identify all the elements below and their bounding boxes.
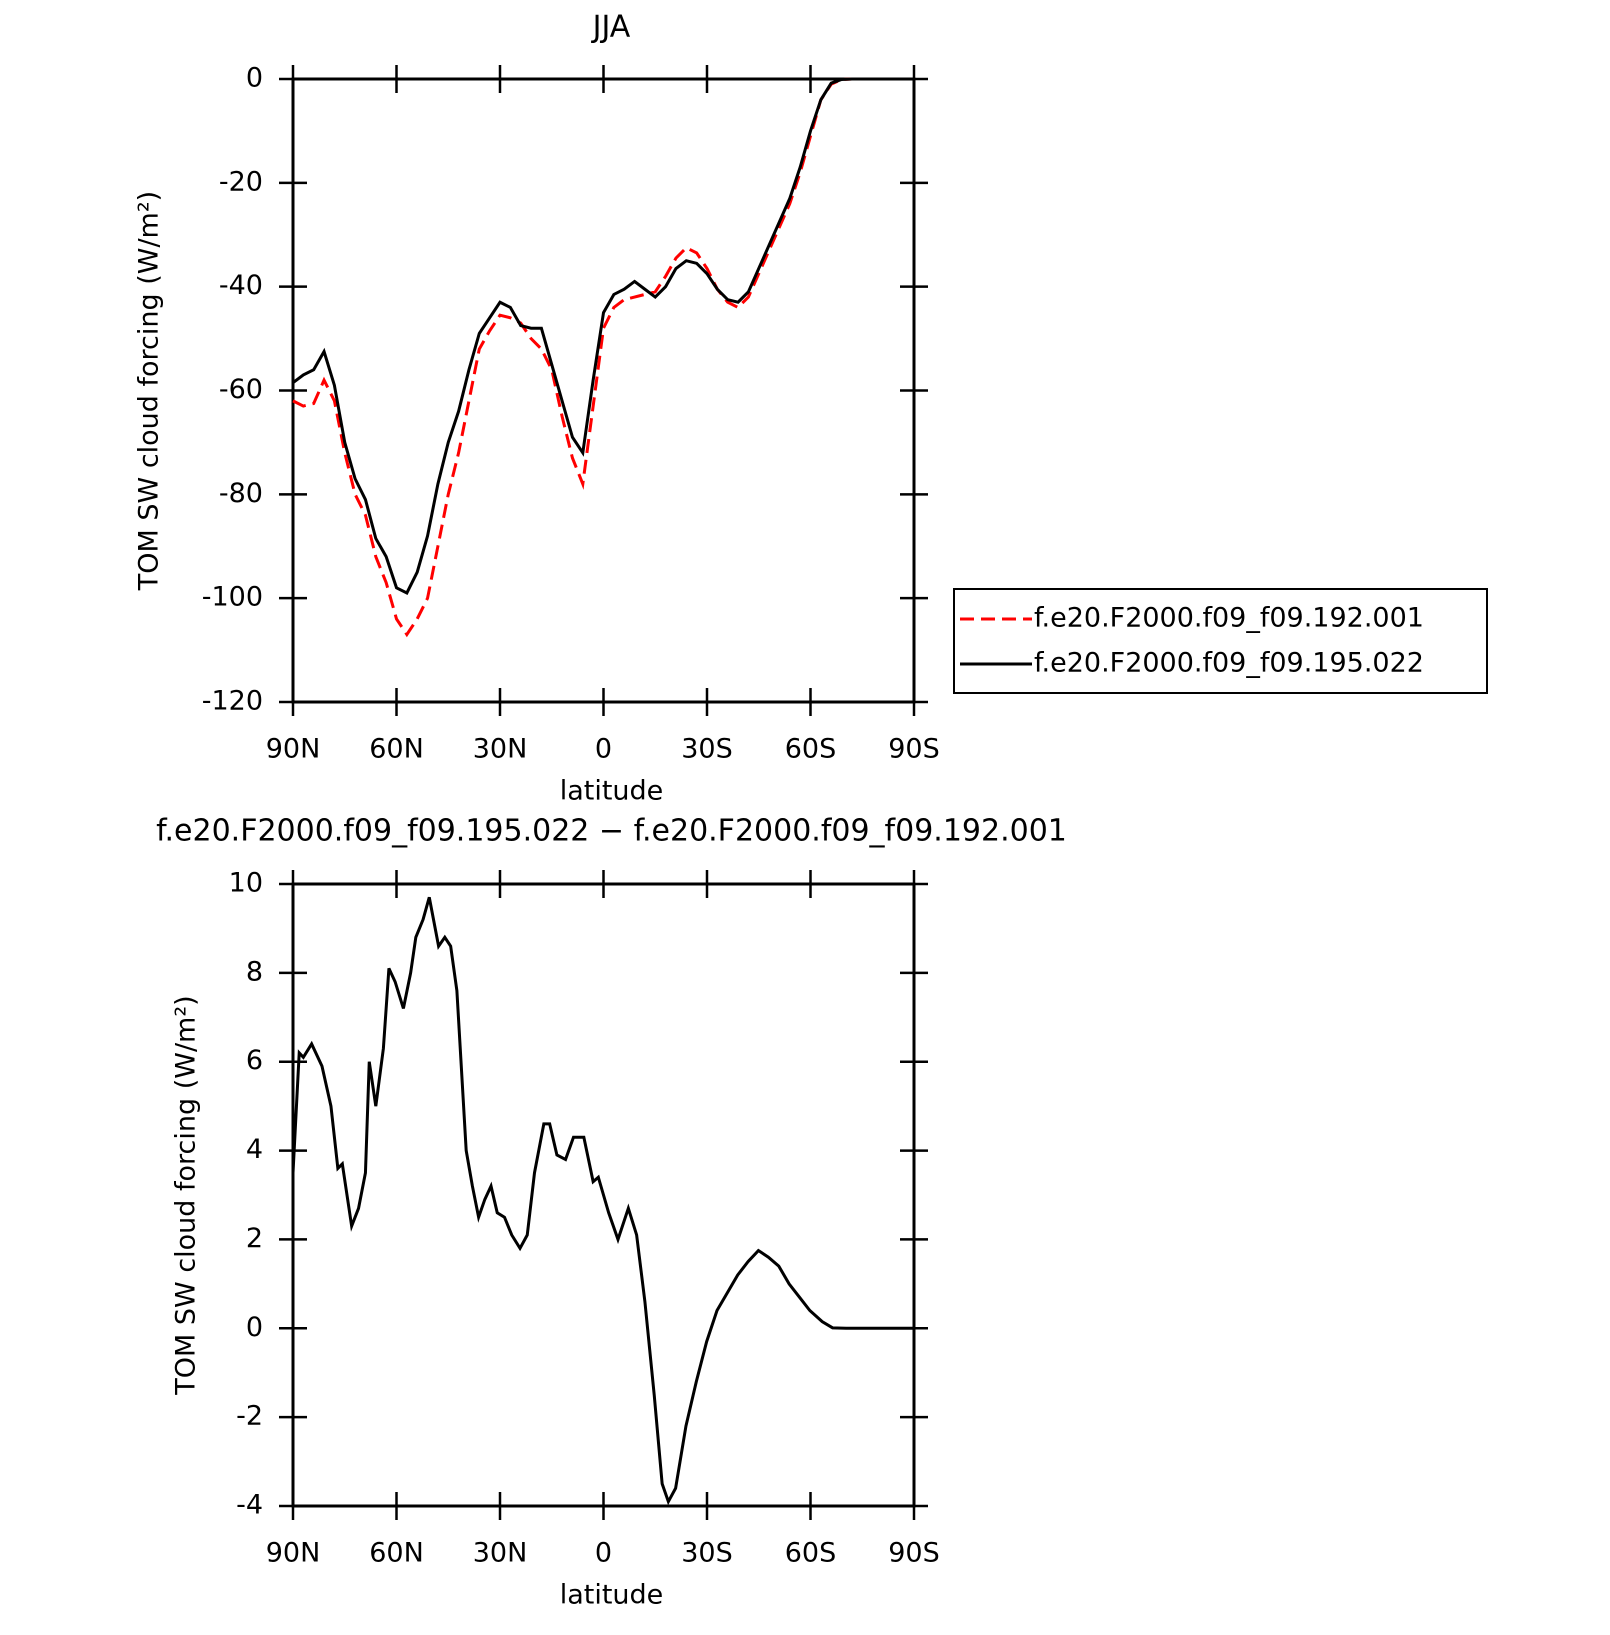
- y-tick-label: -4: [236, 1490, 263, 1521]
- data-line: [292, 77, 914, 638]
- chart-title: JJA: [591, 10, 631, 45]
- x-axis-label: latitude: [560, 1580, 664, 1611]
- y-tick-label: -60: [219, 374, 263, 405]
- plot-frame: [291, 77, 916, 704]
- x-tick-label: 60S: [785, 734, 837, 765]
- chart-title: f.e20.F2000.f09_f09.195.022 − f.e20.F200…: [156, 814, 1067, 849]
- y-tick-label: -2: [236, 1401, 263, 1432]
- y-axis-label: TOM SW cloud forcing (W/m²): [134, 191, 165, 591]
- legend-box: [953, 588, 1488, 694]
- y-tick-label: -20: [219, 166, 263, 197]
- legend-label: f.e20.F2000.f09_f09.195.022: [1034, 648, 1424, 679]
- legend-label: f.e20.F2000.f09_f09.192.001: [1034, 603, 1424, 634]
- data-line: [291, 896, 914, 1506]
- x-tick-label: 30S: [681, 1538, 733, 1569]
- x-tick-label: 90N: [266, 734, 321, 765]
- y-tick-label: 10: [229, 868, 263, 899]
- y-tick-label: 6: [246, 1045, 263, 1076]
- y-tick-label: 0: [246, 1312, 263, 1343]
- x-tick-label: 90S: [888, 734, 940, 765]
- x-tick-label: 0: [595, 734, 612, 765]
- x-tick-label: 90S: [888, 1538, 940, 1569]
- x-tick-label: 30N: [473, 734, 528, 765]
- plot-frame: [291, 882, 916, 1508]
- x-tick-label: 60N: [369, 1538, 424, 1569]
- x-tick-label: 60S: [785, 1538, 837, 1569]
- y-tick-label: 0: [246, 63, 263, 94]
- x-tick-label: 60N: [369, 734, 424, 765]
- y-tick-label: -120: [202, 686, 263, 717]
- y-tick-label: -40: [219, 270, 263, 301]
- y-tick-label: 2: [246, 1223, 263, 1254]
- y-tick-label: -80: [219, 478, 263, 509]
- x-tick-label: 0: [595, 1538, 612, 1569]
- y-tick-label: -100: [202, 582, 263, 613]
- y-tick-label: 8: [246, 956, 263, 987]
- y-axis-label: TOM SW cloud forcing (W/m²): [171, 995, 202, 1395]
- x-tick-label: 30S: [681, 734, 733, 765]
- data-line: [292, 77, 914, 595]
- y-tick-label: 4: [246, 1134, 263, 1165]
- x-tick-label: 30N: [473, 1538, 528, 1569]
- x-axis-label: latitude: [560, 776, 664, 807]
- x-tick-label: 90N: [266, 1538, 321, 1569]
